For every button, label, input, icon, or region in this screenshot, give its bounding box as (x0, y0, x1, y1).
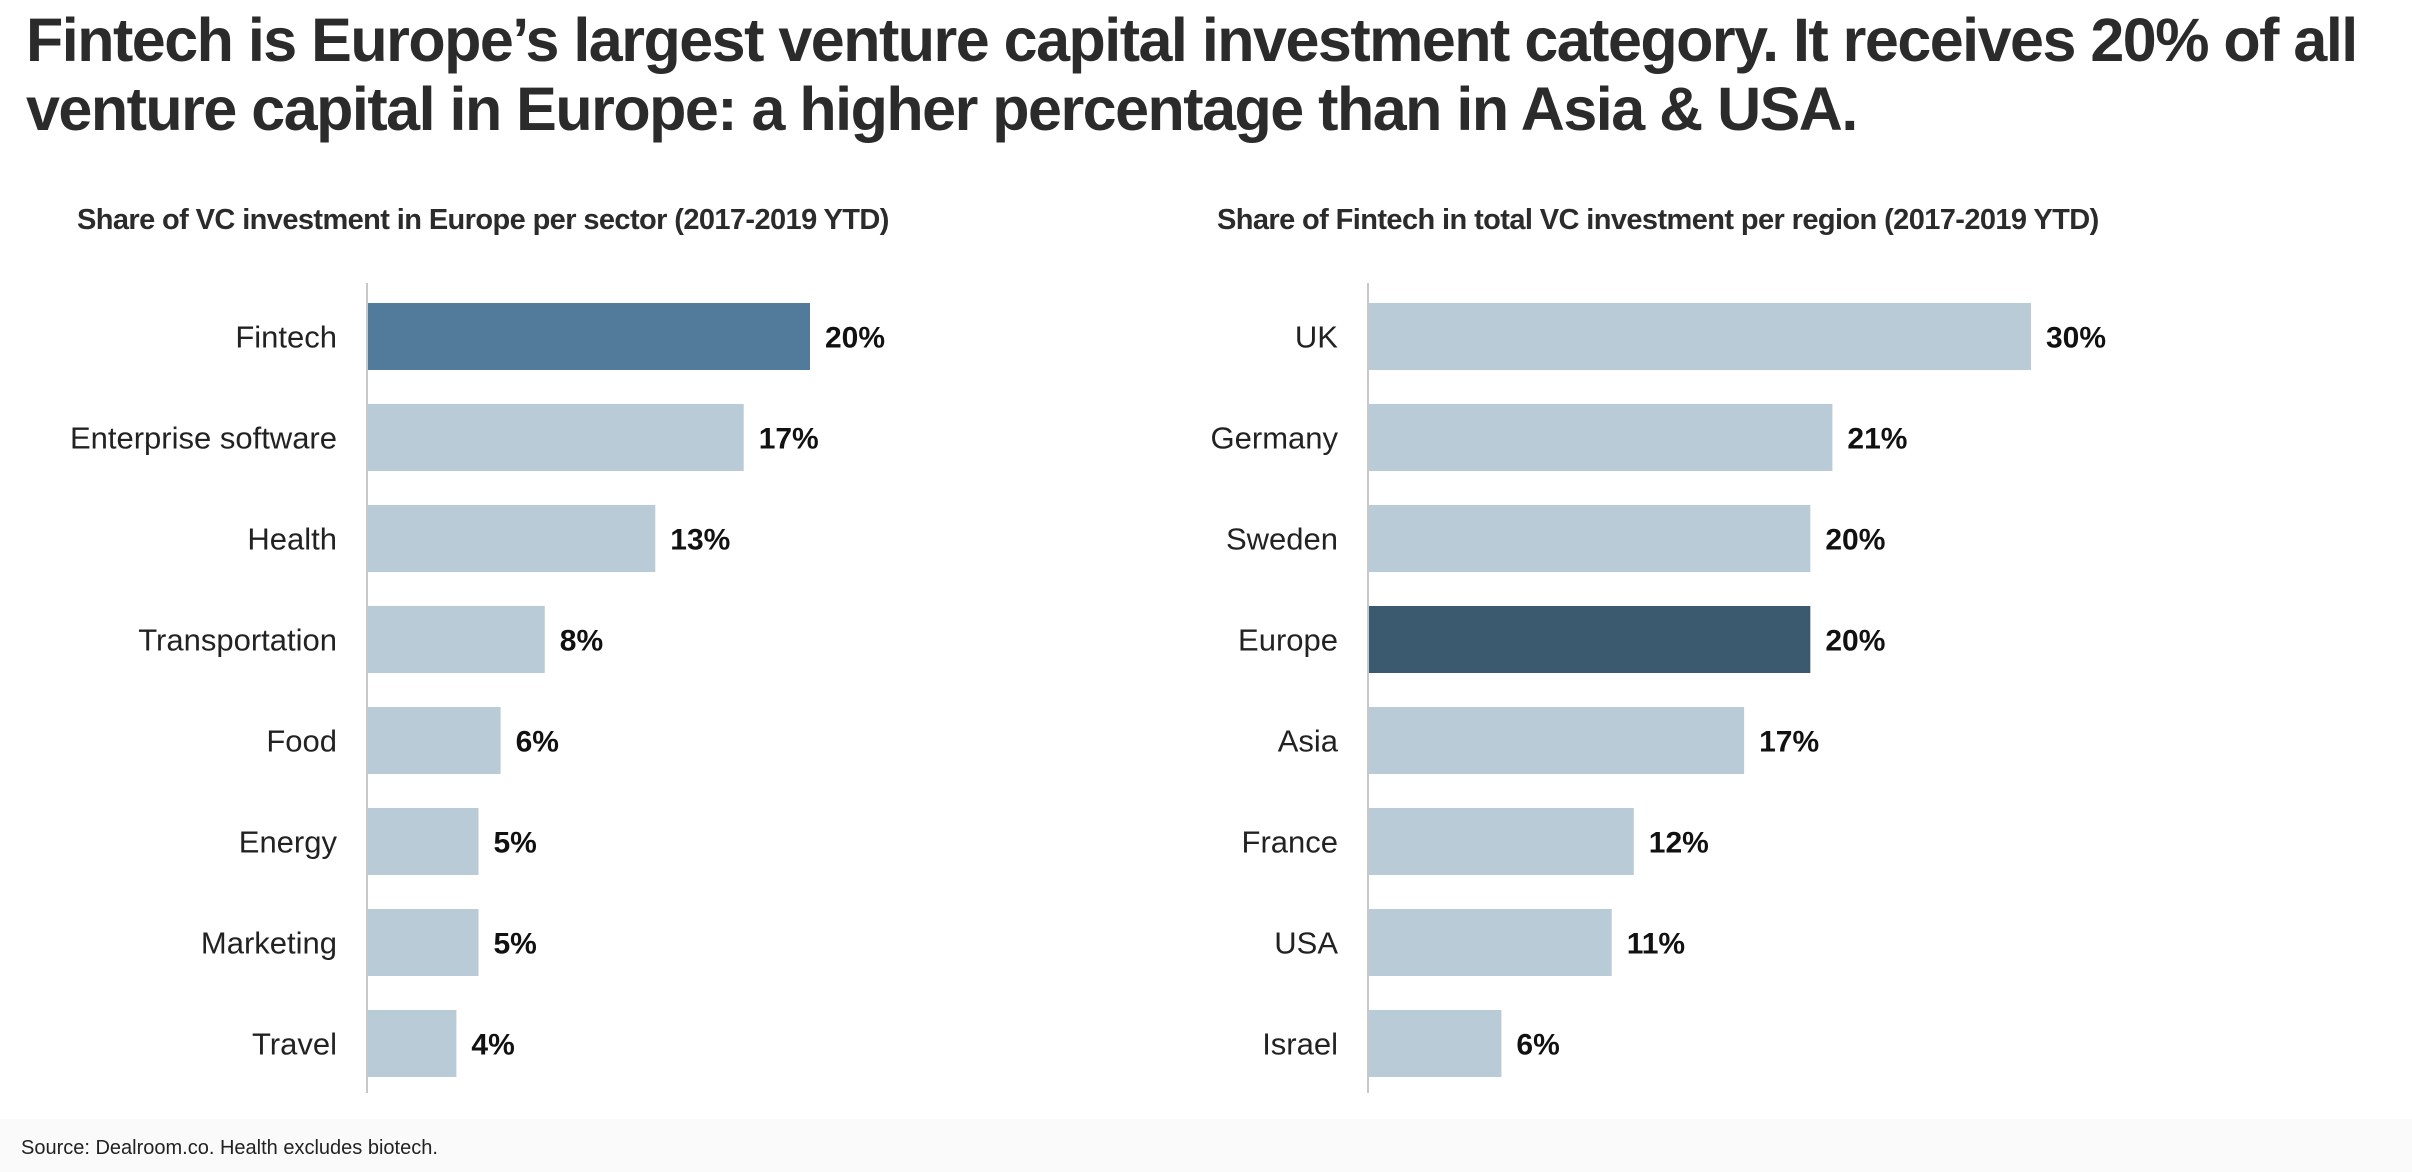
bar-health (368, 505, 656, 572)
bar-enterprise-software (368, 404, 744, 471)
sector-bar-chart-svg: Fintech 20% Enterprise software 17% Health 13… (70, 283, 885, 1093)
value-label-food: 6% (516, 726, 559, 759)
value-label-asia: 17% (1759, 726, 1819, 759)
chart-title-region: Share of Fintech in total VC investment … (1217, 204, 2099, 236)
chart-title-sector: Share of VC investment in Europe per sec… (77, 204, 889, 236)
category-label-israel: Israel (1262, 1027, 1338, 1062)
value-label-travel: 4% (471, 1029, 514, 1062)
category-label-transportation: Transportation (138, 623, 337, 658)
region-bar-chart: UK 30% Germany 21% Sweden 20% Europe 20% Asia 17%… (1160, 283, 2400, 1095)
region-bar-chart-svg: UK 30% Germany 21% Sweden 20% Europe 20% Asia 17%… (1211, 283, 2106, 1093)
bar-france (1369, 808, 1634, 875)
category-label-sweden: Sweden (1226, 522, 1338, 557)
bar-uk (1369, 303, 2031, 370)
value-label-france: 12% (1649, 827, 1709, 860)
bar-asia (1369, 707, 1745, 774)
bar-europe (1369, 606, 1811, 673)
category-label-health: Health (247, 522, 337, 557)
bar-sweden (1369, 505, 1811, 572)
category-label-europe: Europe (1238, 623, 1338, 658)
value-label-enterprise-software: 17% (759, 423, 819, 456)
value-label-fintech: 20% (825, 322, 885, 355)
category-label-france: France (1242, 825, 1338, 860)
bar-food (368, 707, 501, 774)
category-label-food: Food (266, 724, 337, 759)
category-label-marketing: Marketing (201, 926, 337, 961)
page-headline: Fintech is Europe’s largest venture capi… (26, 6, 2358, 143)
bar-transportation (368, 606, 545, 673)
value-label-uk: 30% (2046, 322, 2106, 355)
value-label-energy: 5% (494, 827, 537, 860)
value-label-europe: 20% (1825, 625, 1885, 658)
bar-germany (1369, 404, 1833, 471)
value-label-transportation: 8% (560, 625, 603, 658)
value-label-sweden: 20% (1825, 524, 1885, 557)
bar-israel (1369, 1010, 1502, 1077)
bar-marketing (368, 909, 479, 976)
sector-bar-chart: Fintech 20% Enterprise software 17% Health 13… (0, 283, 1160, 1095)
value-label-health: 13% (670, 524, 730, 557)
bar-travel (368, 1010, 457, 1077)
category-label-usa: USA (1274, 926, 1338, 961)
bar-fintech (368, 303, 810, 370)
bar-energy (368, 808, 479, 875)
category-label-uk: UK (1295, 320, 1338, 355)
footer-band (0, 1119, 2412, 1172)
category-label-fintech: Fintech (235, 320, 337, 355)
category-label-energy: Energy (239, 825, 338, 860)
value-label-israel: 6% (1516, 1029, 1559, 1062)
value-label-usa: 11% (1627, 928, 1685, 961)
category-label-enterprise-software: Enterprise software (70, 421, 337, 456)
category-label-asia: Asia (1278, 724, 1339, 759)
value-label-germany: 21% (1847, 423, 1907, 456)
value-label-marketing: 5% (494, 928, 537, 961)
bar-usa (1369, 909, 1612, 976)
source-note: Source: Dealroom.co. Health excludes bio… (21, 1137, 438, 1159)
category-label-travel: Travel (252, 1027, 337, 1062)
category-label-germany: Germany (1211, 421, 1339, 456)
